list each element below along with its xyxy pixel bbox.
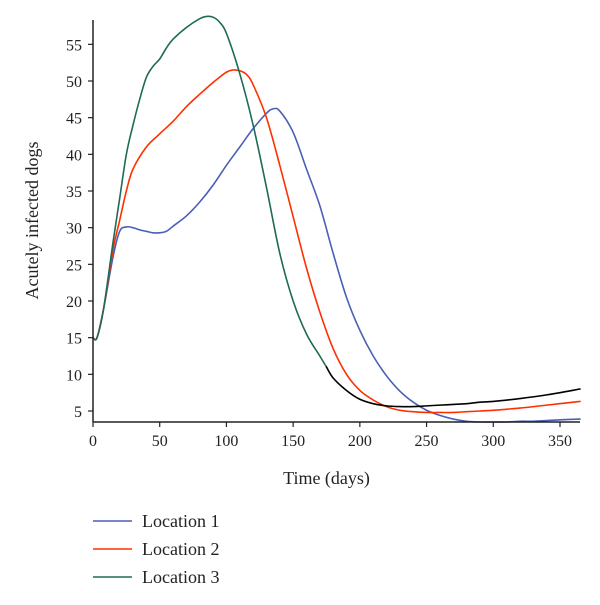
legend-label: Location 1 [142,511,219,531]
x-tick-label: 0 [89,433,97,450]
series-line-location-3 [92,15,328,368]
y-tick-label: 25 [66,257,82,274]
y-tick-label: 55 [66,37,82,54]
y-tick-label: 50 [66,74,82,91]
x-tick-label: 350 [548,433,572,450]
y-tick-label: 15 [66,331,82,348]
y-tick-label: 20 [66,294,82,311]
y-tick-label: 35 [66,184,82,201]
legend: Location 1 Location 2 Location 3 [93,511,219,587]
x-tick-label: 50 [152,433,168,450]
plot-area [92,15,581,423]
y-tick-label: 30 [66,221,82,238]
legend-item-location-2: Location 2 [93,539,219,559]
y-tick-label: 5 [74,404,82,421]
y-tick-label: 40 [66,147,82,164]
legend-label: Location 2 [142,539,219,559]
y-tick-label: 10 [66,367,82,384]
series-line-location-2 [92,69,581,414]
legend-label: Location 3 [142,567,219,587]
series-line-converged [325,366,581,408]
x-tick-label: 100 [214,433,238,450]
x-axis-label: Time (days) [283,468,370,489]
y-tick-label: 45 [66,111,82,128]
legend-item-location-3: Location 3 [93,567,219,587]
axes: Time (days) Acutely infected dogs 0 50 100… [22,20,580,489]
series-line-location-1 [92,107,581,423]
x-tick-label: 200 [348,433,372,450]
x-tick-label: 150 [281,433,305,450]
y-axis-label: Acutely infected dogs [22,142,42,300]
x-tick-label: 250 [415,433,439,450]
legend-item-location-1: Location 1 [93,511,219,531]
x-tick-label: 300 [481,433,505,450]
